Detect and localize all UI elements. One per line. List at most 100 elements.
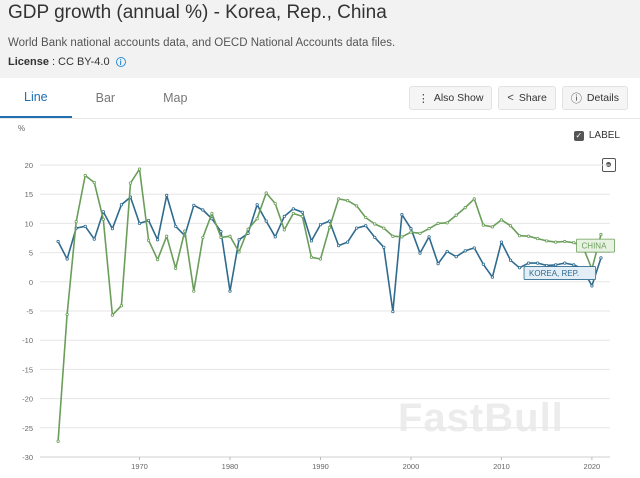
korea-data-point [563, 261, 567, 265]
korea-data-point [309, 239, 314, 243]
china-data-point [427, 227, 431, 231]
y-tick-label: -20 [22, 395, 33, 404]
china-data-point [536, 236, 540, 241]
china-data-point [364, 215, 368, 220]
korea-data-point [101, 210, 105, 214]
korea-data-point [110, 227, 114, 231]
korea-data-point [427, 235, 431, 239]
korea-data-point [499, 240, 504, 244]
license-key: License [8, 56, 49, 68]
china-data-point [156, 258, 160, 262]
korea-data-point [156, 238, 160, 242]
details-label: Details [586, 92, 619, 104]
label-checkbox[interactable]: ✓ [573, 130, 584, 141]
label-toggle-text: LABEL [588, 130, 620, 141]
china-data-point [409, 230, 413, 234]
china-data-point [119, 304, 124, 308]
china-data-point [110, 313, 114, 317]
china-data-point [472, 197, 476, 201]
korea-data-point [364, 224, 368, 228]
china-data-point [355, 204, 359, 208]
y-tick-label: -30 [22, 453, 33, 462]
also-show-button[interactable]: ⋮ Also Show [408, 86, 493, 110]
korea-data-point [554, 263, 558, 267]
details-button[interactable]: ⓘ Details [561, 86, 628, 110]
china-data-point [346, 199, 350, 203]
label-toggle[interactable]: ✓ LABEL [573, 130, 620, 141]
china-data-point [499, 218, 504, 222]
china-data-point [228, 234, 232, 238]
china-data-point [255, 217, 259, 221]
korea-data-point [300, 210, 304, 214]
y-tick-label: 20 [25, 161, 33, 170]
china-data-point [237, 250, 241, 254]
tab-bar[interactable]: Bar [95, 91, 116, 105]
korea-data-point [336, 243, 341, 248]
china-data-point [264, 191, 268, 195]
korea-data-point [590, 284, 594, 288]
china-label-text: CHINA [582, 242, 608, 251]
tab-map[interactable]: Map [163, 91, 188, 105]
china-data-point [273, 201, 277, 206]
korea-data-point [481, 262, 485, 266]
share-button[interactable]: < Share [498, 86, 556, 110]
korea-data-point [146, 218, 151, 223]
source-note: World Bank national accounts data, and O… [8, 37, 396, 49]
chart-actions: ⋮ Also Show < Share ⓘ Details [408, 86, 628, 110]
korea-data-point [472, 246, 476, 250]
china-data-point [463, 206, 467, 210]
y-tick-label: -15 [22, 365, 33, 374]
korea-data-point [318, 222, 323, 227]
korea-data-point [382, 245, 386, 249]
license-value[interactable]: CC BY-4.0 [58, 56, 110, 68]
china-data-point [246, 227, 250, 231]
china-data-point [599, 232, 603, 237]
korea-data-point [373, 235, 377, 240]
korea-data-point [536, 261, 540, 265]
china-data-point [219, 235, 223, 240]
korea-data-point [391, 309, 395, 314]
china-data-point [183, 229, 187, 233]
korea-label-text: KOREA, REP. [529, 269, 579, 278]
korea-data-point [273, 235, 277, 239]
korea-data-point [83, 224, 87, 228]
korea-data-point [454, 255, 458, 259]
china-data-point [201, 235, 205, 240]
china-data-point [526, 234, 531, 238]
china-data-point [74, 220, 78, 224]
china-data-point [572, 241, 576, 245]
share-label: Share [518, 92, 547, 104]
y-tick-label: 15 [25, 190, 33, 199]
china-data-point [282, 228, 286, 232]
china-data-point [327, 225, 332, 230]
korea-data-point [599, 256, 603, 260]
china-data-point [92, 180, 96, 185]
watermark: FastBull [398, 396, 564, 440]
china-data-point [418, 231, 422, 235]
china-data-point [563, 239, 567, 244]
china-data-point [318, 257, 323, 261]
korea-data-point [463, 249, 467, 253]
korea-label-box [523, 266, 597, 280]
y-axis-label: % [18, 124, 25, 133]
y-tick-label: -25 [22, 424, 33, 433]
china-data-point [336, 197, 341, 201]
info-icon: ⓘ [570, 93, 582, 105]
korea-data-point [65, 257, 69, 261]
x-tick-label: 1980 [222, 462, 239, 471]
korea-data-point [192, 203, 196, 207]
info-icon[interactable]: i [115, 57, 126, 67]
korea-data-point [526, 261, 531, 265]
chart-type-tabs: Line Bar Map [0, 78, 211, 118]
china-data-point [291, 211, 295, 216]
x-tick-label: 2010 [493, 462, 510, 471]
china-data-point [391, 234, 395, 238]
y-tick-label: -5 [26, 307, 33, 316]
china-data-point [192, 289, 196, 293]
korea-data-point [346, 240, 350, 244]
tab-line[interactable]: Line [0, 78, 72, 118]
korea-data-point [165, 193, 169, 197]
korea-data-point [219, 229, 223, 234]
china-data-point [56, 439, 60, 443]
chart-panel: Line Bar Map ⋮ Also Show < Share ⓘ Detai… [0, 78, 640, 478]
